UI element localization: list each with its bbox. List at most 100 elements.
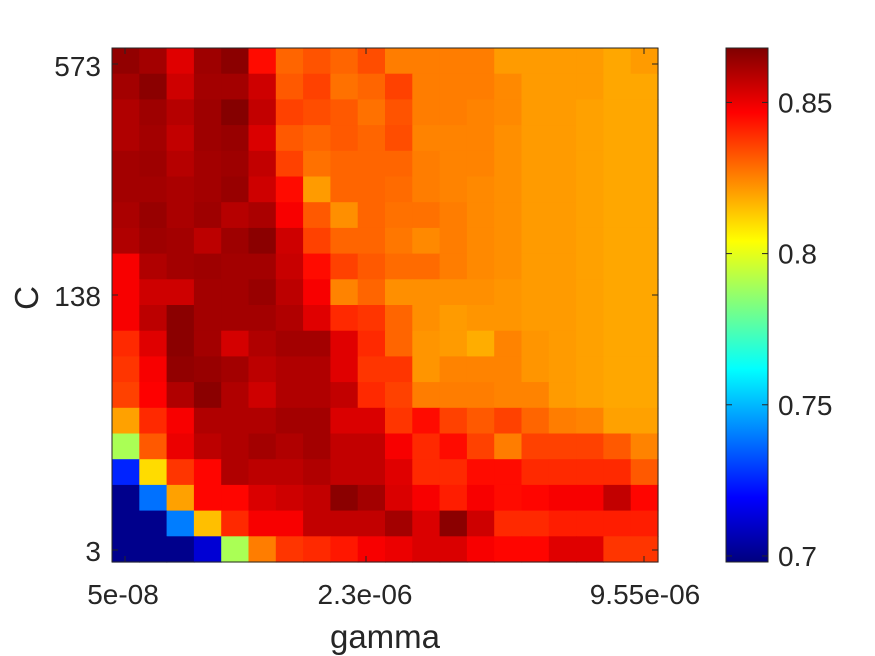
heatmap-cell [248, 459, 277, 486]
heatmap-cell [548, 330, 577, 357]
heatmap-cell [439, 150, 468, 178]
heatmap-cell [412, 510, 441, 537]
heatmap-cell [385, 227, 413, 255]
heatmap-cell [466, 125, 495, 152]
heatmap-cell [576, 433, 604, 460]
heatmap-cell [494, 484, 523, 512]
heatmap-cell [576, 459, 604, 486]
heatmap-cell [357, 125, 386, 152]
heatmap-cell [221, 484, 250, 512]
heatmap-cell [576, 536, 604, 563]
heatmap-cell [466, 330, 495, 357]
heatmap-cell [248, 536, 277, 563]
heatmap-cell [630, 536, 659, 563]
heatmap-cell [221, 382, 250, 409]
heatmap-cell [221, 227, 250, 255]
heatmap-cell [576, 330, 604, 357]
heatmap-cell [330, 407, 359, 435]
heatmap-cell [112, 176, 140, 203]
heatmap-cell [412, 73, 441, 100]
heatmap-cell [248, 125, 277, 152]
heatmap-cell [248, 305, 277, 332]
heatmap-cell [494, 176, 523, 203]
colorbar-ticks: 0.7 0.75 0.8 0.85 [726, 87, 833, 572]
heatmap-cell [576, 356, 604, 383]
heatmap-cell [303, 330, 331, 357]
heatmap-cell [466, 202, 495, 229]
heatmap-cell [385, 202, 413, 229]
heatmap-cell [275, 382, 304, 409]
heatmap-cell [221, 202, 250, 229]
heatmap-cell [275, 330, 304, 357]
heatmap-cell [603, 125, 632, 152]
heatmap-cell [166, 279, 195, 306]
heatmap-cells [112, 48, 659, 563]
heatmap-cell [439, 73, 468, 100]
x-tick-label: 9.55e-06 [590, 579, 701, 610]
heatmap-cell [494, 73, 523, 100]
heatmap-cell [112, 407, 140, 435]
heatmap-cell [357, 330, 386, 357]
heatmap-cell [275, 305, 304, 332]
heatmap-cell [385, 510, 413, 537]
heatmap-cell [166, 73, 195, 100]
heatmap-cell [221, 279, 250, 306]
heatmap-cell [112, 48, 140, 75]
heatmap-cell [166, 433, 195, 460]
heatmap-cell [494, 330, 523, 357]
heatmap-cell [439, 48, 468, 75]
heatmap-cell [330, 253, 359, 280]
heatmap-cell [494, 356, 523, 383]
heatmap-cell [303, 227, 331, 255]
heatmap-cell [139, 459, 168, 486]
heatmap-cell [248, 356, 277, 383]
heatmap-cell [112, 305, 140, 332]
heatmap-cell [412, 227, 441, 255]
heatmap-cell [275, 484, 304, 512]
heatmap-cell [112, 227, 140, 255]
heatmap-cell [112, 202, 140, 229]
heatmap-cell [303, 99, 331, 126]
heatmap-cell [576, 279, 604, 306]
heatmap-cell [193, 176, 222, 203]
x-tick-label: 5e-08 [87, 579, 159, 610]
heatmap-cell [357, 227, 386, 255]
heatmap-cell [166, 330, 195, 357]
heatmap-cell [330, 48, 359, 75]
heatmap-cell [357, 356, 386, 383]
heatmap-cell [521, 330, 550, 357]
heatmap-cell [112, 253, 140, 280]
heatmap-cell [193, 73, 222, 100]
heatmap-cell [112, 330, 140, 357]
heatmap-cell [330, 125, 359, 152]
heatmap-cell [330, 433, 359, 460]
heatmap-cell [330, 176, 359, 203]
heatmap-cell [330, 536, 359, 563]
heatmap-cell [385, 253, 413, 280]
heatmap-cell [112, 150, 140, 178]
heatmap-cell [385, 73, 413, 100]
y-tick-label: 573 [54, 51, 101, 82]
heatmap-cell [603, 510, 632, 537]
heatmap-cell [548, 125, 577, 152]
heatmap-cell [275, 176, 304, 203]
heatmap-cell [576, 99, 604, 126]
heatmap-cell [193, 305, 222, 332]
heatmap-cell [412, 99, 441, 126]
heatmap-cell [303, 459, 331, 486]
heatmap-cell [548, 150, 577, 178]
heatmap-cell [576, 48, 604, 75]
heatmap-cell [630, 99, 659, 126]
heatmap-cell [221, 176, 250, 203]
heatmap-cell [357, 382, 386, 409]
heatmap-cell [303, 279, 331, 306]
heatmap-cell [112, 382, 140, 409]
heatmap-cell [548, 459, 577, 486]
colorbar-tick-label: 0.75 [778, 390, 833, 421]
colorbar-tick-label: 0.7 [778, 541, 817, 572]
heatmap-cell [303, 305, 331, 332]
heatmap-cell [548, 176, 577, 203]
heatmap-cell [603, 536, 632, 563]
heatmap-cell [221, 305, 250, 332]
heatmap-cell [193, 202, 222, 229]
